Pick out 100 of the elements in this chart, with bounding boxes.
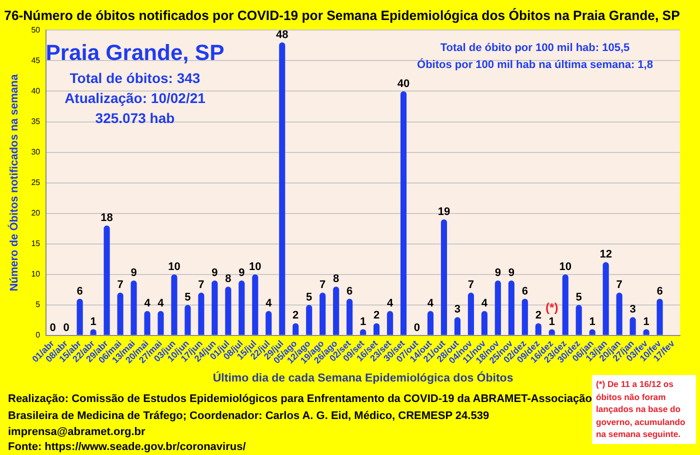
bar [171, 274, 178, 335]
data-label: 6 [522, 285, 528, 298]
data-label: 5 [184, 291, 191, 304]
bar [535, 323, 542, 335]
data-label: 8 [225, 273, 232, 286]
data-label: 7 [320, 279, 326, 292]
bar [386, 310, 394, 335]
bar [266, 310, 272, 335]
data-label: 1 [589, 316, 596, 328]
bar [616, 292, 622, 335]
bar [144, 310, 150, 335]
bar [238, 280, 245, 335]
bar [333, 286, 340, 335]
text: (*) De 11 a 16/12 os óbitos não foram lançados na base do governo, acumulando na semana seguinte. [592, 375, 696, 444]
bar [454, 317, 460, 335]
bar [292, 323, 299, 335]
data-label: 4 [144, 298, 152, 310]
data-label: 2 [535, 310, 542, 322]
bar [76, 298, 83, 335]
y-tick-label: 10 [31, 270, 41, 279]
bar [562, 274, 568, 335]
annotation: Óbitos por 100 mil hab na última semana: 1,8 [416, 59, 654, 71]
data-label: 6 [346, 285, 353, 298]
annotation: 325.073 hab [95, 110, 175, 126]
data-label: 0 [50, 322, 56, 334]
bar [130, 280, 137, 335]
data-label: 6 [76, 285, 83, 298]
data-label: 1 [548, 316, 555, 328]
annotation: Praia Grande, SP [46, 40, 224, 65]
data-label: 1 [90, 316, 96, 328]
data-label: 9 [494, 266, 501, 279]
bar [306, 304, 312, 335]
data-label: 4 [158, 298, 165, 310]
data-label: 10 [249, 260, 262, 273]
data-label: 7 [468, 279, 474, 292]
annotation: Total de óbitos: 343 [68, 70, 202, 86]
bar [346, 298, 353, 335]
bar [576, 304, 582, 335]
bar [508, 280, 514, 335]
x-axis-title: Último dia de cada Semana Epidemiológica dos Óbitos [212, 370, 514, 384]
data-label: 4 [427, 298, 434, 310]
data-label: 8 [333, 273, 340, 286]
data-label: 7 [117, 279, 124, 292]
y-tick-label: 50 [31, 25, 41, 34]
chart-title: 76-Número de óbitos notificados por COVID-19 por Semana Epidemiológica dos Óbitos na Praia Grande, SP [4, 8, 680, 23]
bar [481, 310, 488, 335]
bar [468, 292, 474, 335]
bar [225, 286, 232, 335]
bar [656, 298, 663, 335]
data-label: 10 [559, 260, 572, 273]
bar [374, 323, 380, 335]
text: imprensa@abramet.org.br [8, 426, 146, 438]
data-label: 1 [360, 316, 366, 328]
data-label: 9 [508, 266, 514, 279]
data-label: 4 [386, 298, 394, 310]
y-tick-label: 15 [31, 239, 41, 248]
data-label: 18 [100, 212, 113, 224]
y-tick-label: 20 [31, 208, 41, 218]
y-tick-label: 30 [31, 147, 41, 156]
bar [630, 317, 636, 335]
data-label: 19 [438, 206, 450, 218]
bar [104, 226, 110, 335]
data-label: 0 [63, 322, 70, 334]
data-label: 9 [238, 266, 245, 279]
data-label: 3 [454, 304, 461, 316]
data-label: 40 [397, 78, 410, 90]
data-label: 7 [616, 279, 622, 292]
annotation: (*) [546, 300, 558, 315]
bar [212, 280, 218, 335]
annotation: Total de óbito por 100 mil hab: 105,5 [439, 42, 631, 54]
bar [320, 292, 326, 335]
data-label: 2 [292, 310, 299, 322]
data-label: 5 [576, 291, 582, 304]
bar [184, 304, 191, 335]
bar [117, 292, 124, 335]
y-tick-label: 25 [31, 178, 41, 188]
bar [494, 280, 501, 335]
y-tick-label: 35 [31, 116, 41, 126]
bar [522, 298, 528, 335]
data-label: 0 [414, 322, 420, 334]
annotation: Atualização: 10/02/21 [64, 90, 206, 106]
data-label: 3 [630, 304, 636, 316]
bar [400, 91, 407, 335]
y-tick-label: 0 [36, 330, 41, 340]
source-note: Fonte: https://www.seade.gov.br/coronavirus/ [8, 441, 247, 453]
data-label: 5 [306, 291, 312, 304]
data-label: 1 [643, 316, 650, 328]
data-label: 6 [656, 285, 663, 298]
data-label: 2 [373, 310, 380, 322]
bar [440, 219, 448, 335]
bar [279, 42, 286, 335]
data-label: 12 [600, 248, 612, 261]
data-label: 7 [198, 279, 204, 292]
data-label: 48 [276, 28, 288, 41]
bar [252, 274, 258, 335]
data-label: 9 [212, 266, 218, 279]
data-label: 4 [481, 298, 488, 310]
y-tick-label: 40 [31, 86, 41, 96]
data-label: 9 [130, 266, 137, 279]
y-tick-label: 5 [36, 300, 41, 310]
